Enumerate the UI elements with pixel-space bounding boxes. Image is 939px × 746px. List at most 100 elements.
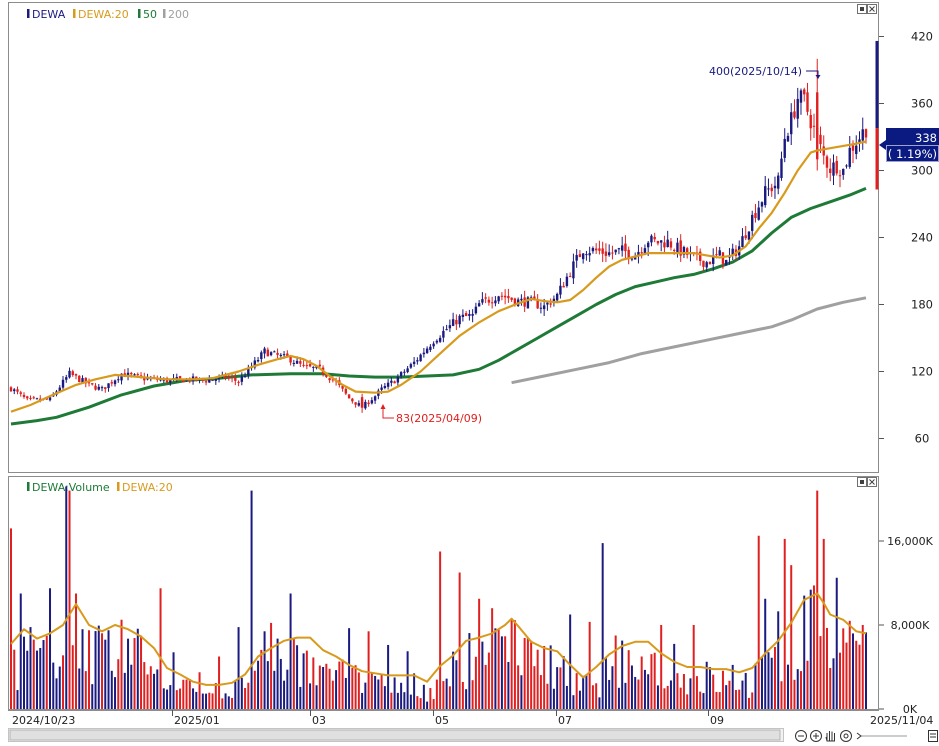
candle bbox=[624, 235, 627, 260]
volume-bar bbox=[390, 692, 393, 709]
volume-bar bbox=[481, 641, 484, 709]
price-panel-close-button[interactable] bbox=[867, 4, 877, 14]
volume-bar bbox=[71, 645, 74, 709]
menu-icon[interactable] bbox=[928, 730, 938, 742]
volume-bar bbox=[565, 685, 568, 709]
volume-bar bbox=[153, 673, 156, 709]
volume-bar bbox=[370, 672, 373, 709]
volume-bar bbox=[23, 636, 26, 709]
volume-bar bbox=[270, 622, 273, 709]
candle bbox=[546, 301, 549, 311]
volume-bar bbox=[851, 633, 854, 709]
volume-bar bbox=[120, 619, 123, 709]
volume-bar bbox=[309, 683, 312, 709]
volume-bar bbox=[55, 678, 58, 709]
price-panel-maximize-button[interactable] bbox=[857, 4, 867, 14]
volume-bar bbox=[263, 631, 266, 709]
scrollbar-thumb[interactable] bbox=[9, 729, 781, 741]
volume-bar bbox=[331, 680, 334, 709]
volume-panel-maximize-button[interactable] bbox=[857, 477, 867, 487]
volume-bar bbox=[731, 664, 734, 709]
volume-bar bbox=[468, 633, 471, 709]
date-label: 2024/10/23 bbox=[12, 714, 75, 727]
volume-panel-close-button[interactable] bbox=[867, 477, 877, 487]
candle bbox=[117, 376, 120, 383]
volume-bar bbox=[539, 675, 542, 709]
volume-bar bbox=[838, 652, 841, 709]
volume-bar bbox=[523, 637, 526, 709]
candle bbox=[464, 310, 468, 317]
legend-ma200: 200 bbox=[168, 8, 189, 21]
candle-low bbox=[360, 393, 364, 413]
volume-bar bbox=[208, 692, 211, 709]
candle bbox=[396, 374, 400, 387]
volume-bar bbox=[101, 633, 104, 709]
candle bbox=[260, 350, 263, 363]
candle bbox=[214, 378, 218, 385]
volume-bar bbox=[296, 645, 299, 709]
candle bbox=[351, 397, 354, 404]
candle bbox=[741, 228, 744, 248]
candle bbox=[754, 204, 757, 223]
date-label: 07 bbox=[558, 714, 572, 727]
candle bbox=[659, 240, 663, 252]
price-tick-label: 360 bbox=[911, 97, 933, 111]
zoom-reset-icon[interactable] bbox=[840, 730, 852, 742]
candle bbox=[812, 113, 816, 139]
volume-bar bbox=[699, 691, 702, 709]
last-price-change: ( 1.19%) bbox=[888, 147, 937, 161]
volume-bar bbox=[335, 670, 338, 709]
candle bbox=[627, 246, 630, 265]
volume-bar bbox=[162, 688, 165, 709]
volume-bar bbox=[673, 643, 676, 709]
candle bbox=[87, 378, 91, 387]
candle bbox=[806, 82, 809, 116]
volume-bar bbox=[751, 692, 754, 709]
volume-bar bbox=[253, 670, 256, 709]
volume-bar bbox=[231, 697, 234, 709]
zoom-in-icon[interactable] bbox=[810, 730, 822, 742]
legend-swatch-ma20 bbox=[73, 9, 76, 18]
candle bbox=[578, 250, 582, 258]
zoom-out-icon[interactable] bbox=[795, 730, 807, 742]
horizontal-scrollbar[interactable] bbox=[8, 728, 784, 742]
volume-bar bbox=[218, 656, 221, 709]
volume-legend: DEWA:Volume DEWA:20 bbox=[27, 481, 173, 494]
volume-bar bbox=[94, 631, 97, 709]
volume-bar bbox=[533, 666, 536, 709]
legend-swatch-volume bbox=[27, 482, 30, 491]
candle bbox=[770, 183, 773, 197]
candle bbox=[526, 296, 530, 309]
candle bbox=[777, 172, 780, 195]
settings-icon[interactable] bbox=[856, 732, 907, 740]
volume-bar bbox=[461, 681, 464, 709]
hand-pan-icon[interactable] bbox=[825, 731, 835, 742]
volume-bar bbox=[123, 672, 126, 709]
candle bbox=[796, 87, 799, 128]
candle bbox=[477, 300, 481, 307]
candle bbox=[289, 355, 292, 366]
legend-swatch-symbol bbox=[27, 9, 30, 18]
volume-bar bbox=[211, 693, 214, 709]
volume-bar bbox=[796, 669, 799, 709]
volume-bar bbox=[835, 577, 838, 709]
candle bbox=[406, 366, 409, 374]
volume-bar bbox=[166, 689, 169, 709]
candle bbox=[26, 395, 29, 401]
volume-bar bbox=[49, 588, 52, 709]
candle bbox=[143, 372, 146, 385]
candle bbox=[256, 356, 260, 363]
price-tick-label: 240 bbox=[911, 231, 933, 245]
volume-bar bbox=[585, 674, 588, 709]
candle bbox=[104, 387, 107, 393]
legend-volume-ma20: DEWA:20 bbox=[122, 481, 173, 494]
volume-bar bbox=[172, 652, 175, 709]
volume-bar bbox=[757, 535, 760, 709]
volume-bar bbox=[848, 620, 851, 709]
volume-bar bbox=[591, 685, 594, 709]
volume-bar bbox=[16, 690, 19, 709]
candle bbox=[591, 246, 595, 254]
volume-bar bbox=[630, 665, 633, 709]
price-tick-label: 120 bbox=[911, 365, 933, 379]
volume-bar bbox=[214, 683, 217, 709]
